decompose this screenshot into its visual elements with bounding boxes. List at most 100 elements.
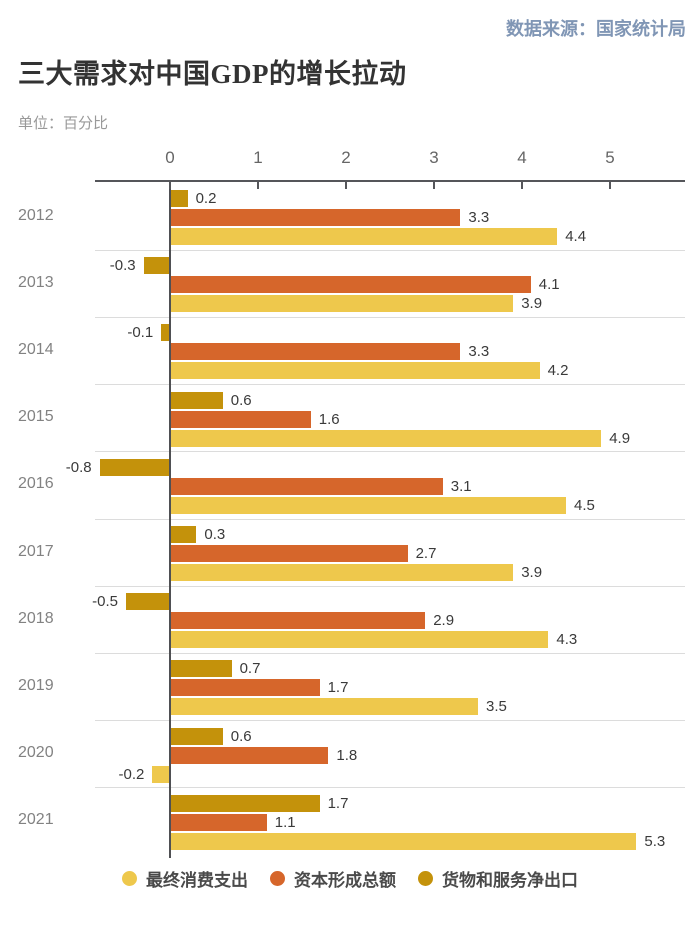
year-label: 2019 — [18, 677, 54, 694]
year-label: 2020 — [18, 744, 54, 762]
value-label: 1.1 — [274, 813, 296, 831]
value-label: 1.8 — [336, 746, 358, 764]
bar-2018-最终消费支出 — [170, 631, 549, 649]
year-label: 2021 — [18, 811, 54, 829]
value-label: 4.3 — [556, 631, 578, 649]
value-label: 0.7 — [239, 660, 261, 678]
value-label: -0.3 — [109, 257, 136, 275]
value-label: 1.7 — [327, 794, 349, 812]
bar-2017-资本形成总额 — [170, 545, 408, 562]
legend-item: 资本形成总额 — [270, 866, 396, 891]
year-label: 2018 — [18, 609, 54, 627]
value-label: 4.4 — [565, 228, 587, 245]
value-label: 0.2 — [195, 190, 217, 207]
value-label: 3.3 — [468, 343, 490, 361]
row-separator — [95, 384, 685, 386]
axis-tick-mark — [257, 182, 259, 189]
bar-2017-最终消费支出 — [170, 564, 514, 581]
bar-2013-最终消费支出 — [170, 295, 514, 313]
bar-2016-资本形成总额 — [170, 477, 443, 495]
value-label: 3.5 — [486, 698, 507, 716]
year-label: 2017 — [18, 542, 54, 560]
value-label: -0.2 — [118, 765, 145, 783]
legend-item: 货物和服务净出口 — [418, 866, 578, 891]
legend-swatch-icon — [418, 871, 433, 886]
axis-tick-mark — [521, 182, 523, 189]
bar-2016-最终消费支出 — [170, 496, 566, 514]
bar-2018-资本形成总额 — [170, 612, 426, 630]
row-separator — [95, 316, 685, 318]
bar-2015-货物和服务净出口 — [170, 391, 223, 409]
legend-swatch-icon — [270, 871, 285, 886]
bar-2019-最终消费支出 — [170, 698, 478, 716]
axis-line — [95, 180, 685, 182]
row-separator — [95, 652, 685, 654]
year-label: 2013 — [18, 273, 54, 291]
row-separator — [95, 518, 685, 520]
legend: 最终消费支出 资本形成总额 货物和服务净出口 — [0, 866, 700, 891]
bar-2012-最终消费支出 — [170, 228, 558, 245]
chart-title: 三大需求对中国GDP的增长拉动 — [18, 59, 407, 89]
bar-2015-资本形成总额 — [170, 410, 311, 428]
axis-tick-label: 1 — [253, 148, 263, 167]
axis-tick-label: 5 — [605, 148, 615, 167]
data-source-label: 数据来源：国家统计局 — [506, 19, 686, 39]
value-label: 2.7 — [415, 545, 437, 562]
bar-2020-货物和服务净出口 — [170, 727, 223, 745]
bar-2013-货物和服务净出口 — [143, 257, 170, 275]
bar-2014-资本形成总额 — [170, 343, 461, 361]
bar-2020-最终消费支出 — [152, 765, 170, 783]
bar-2021-资本形成总额 — [170, 813, 267, 831]
bar-2021-最终消费支出 — [170, 832, 637, 850]
bar-2014-最终消费支出 — [170, 362, 540, 380]
value-label: 3.9 — [521, 564, 543, 581]
bar-2012-货物和服务净出口 — [170, 190, 188, 207]
value-label: 1.6 — [318, 410, 340, 428]
legend-label: 货物和服务净出口 — [442, 871, 578, 890]
bar-2019-货物和服务净出口 — [170, 660, 232, 678]
value-label: -0.1 — [127, 324, 154, 342]
legend-label: 最终消费支出 — [146, 871, 248, 890]
axis-tick-label: 3 — [429, 148, 439, 167]
unit-label: 单位：百分比 — [18, 115, 109, 132]
axis-tick-label: 4 — [517, 148, 527, 167]
axis-tick-mark — [345, 182, 347, 189]
value-label: 1.7 — [327, 679, 349, 697]
value-label: -0.8 — [65, 458, 92, 476]
value-label: 4.2 — [547, 362, 569, 380]
value-label: 2.9 — [433, 612, 455, 630]
bar-2013-资本形成总额 — [170, 276, 531, 294]
value-label: 0.6 — [230, 727, 252, 745]
zero-axis-line — [168, 182, 171, 858]
year-label: 2015 — [18, 408, 54, 426]
bar-2017-货物和服务净出口 — [170, 526, 197, 543]
value-label: 4.1 — [538, 276, 560, 294]
value-label: 0.3 — [204, 526, 226, 543]
year-label: 2012 — [18, 206, 54, 224]
row-separator — [95, 451, 685, 453]
bar-2015-最终消费支出 — [170, 429, 602, 447]
year-label: 2016 — [18, 475, 54, 493]
legend-item: 最终消费支出 — [122, 866, 248, 891]
value-label: 0.6 — [230, 391, 252, 409]
bar-2016-货物和服务净出口 — [99, 458, 170, 476]
value-label: 5.3 — [644, 832, 666, 850]
bar-2018-货物和服务净出口 — [126, 593, 170, 611]
axis-tick-mark — [169, 182, 171, 189]
bar-2014-货物和服务净出口 — [161, 324, 170, 342]
year-label: 2014 — [18, 341, 54, 358]
value-label: 3.1 — [450, 477, 472, 495]
bar-2012-资本形成总额 — [170, 209, 461, 226]
axis-tick-label: 2 — [341, 148, 351, 167]
bar-2021-货物和服务净出口 — [170, 794, 320, 812]
row-separator — [95, 787, 685, 789]
value-label: -0.5 — [92, 593, 118, 611]
value-label: 4.5 — [574, 496, 595, 514]
axis-tick-label: 0 — [165, 148, 175, 167]
bar-2020-资本形成总额 — [170, 746, 329, 764]
value-label: 3.9 — [521, 295, 543, 313]
axis-tick-mark — [433, 182, 435, 189]
row-separator — [95, 249, 685, 251]
row-separator — [95, 720, 685, 722]
